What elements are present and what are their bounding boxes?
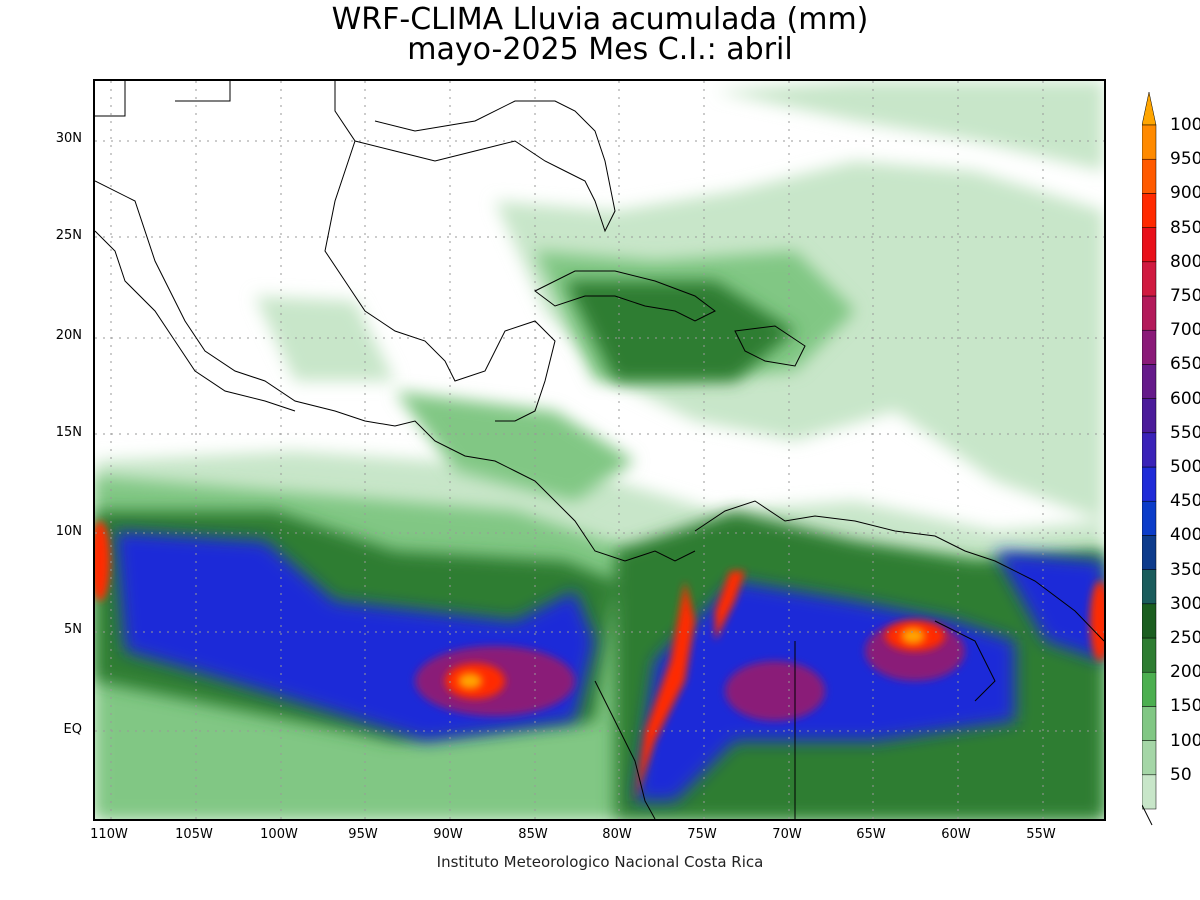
map-subtitle: mayo-2025 Mes C.I.: abril: [407, 32, 793, 67]
coastlines: [95, 81, 1104, 819]
colorbar-box: [1142, 706, 1157, 741]
colorbar-arrow: [1142, 91, 1157, 126]
colorbar-box: [1142, 500, 1157, 536]
colorbar-box: [1142, 158, 1157, 194]
colorbar-label: 350: [1170, 559, 1200, 580]
colorbar-label: 1000: [1170, 115, 1200, 135]
lat-label-5n: 5N: [64, 622, 82, 637]
colorbar-label: 150: [1170, 696, 1200, 717]
institution-credit: Instituto Meteorologico Nacional Costa R…: [436, 853, 764, 871]
lon-label-85w: 85W: [518, 827, 548, 842]
map-canvas: [95, 81, 1104, 819]
colorbar-box: [1142, 569, 1157, 605]
colorbar-box: [1142, 193, 1157, 228]
colorbar-label: 750: [1170, 286, 1200, 306]
lat-label-20n: 20N: [55, 328, 82, 343]
colorbar-boxes: [1142, 91, 1157, 810]
colorbar-label: 300: [1170, 593, 1200, 614]
lat-lon-grid: [95, 81, 1104, 819]
lat-label-30n: 30N: [55, 131, 82, 146]
colorbar-label: 700: [1170, 320, 1200, 341]
lon-label-60w: 60W: [941, 827, 971, 842]
precipitation-map: [93, 79, 1106, 821]
colorbar-box: [1142, 295, 1157, 331]
lon-label-110w: 110W: [90, 827, 128, 842]
lat-label-15n: 15N: [55, 425, 82, 440]
lon-label-70w: 70W: [772, 827, 802, 842]
colorbar-label: 900: [1170, 183, 1200, 204]
lon-label-80w: 80W: [602, 827, 632, 842]
colorbar: [1142, 91, 1157, 826]
lon-label-65w: 65W: [856, 827, 886, 842]
lon-label-100w: 100W: [260, 827, 298, 842]
colorbar-box: [1142, 603, 1157, 639]
colorbar-box: [1142, 432, 1157, 468]
colorbar-box: [1142, 227, 1157, 263]
colorbar-label: 100: [1170, 730, 1200, 751]
colorbar-box: [1142, 124, 1157, 160]
colorbar-label: 550: [1170, 422, 1200, 443]
colorbar-label: 950: [1170, 149, 1200, 170]
colorbar-label: 500: [1170, 457, 1200, 477]
colorbar-label: 800: [1170, 251, 1200, 272]
colorbar-label: 650: [1170, 354, 1200, 375]
colorbar-label: 50: [1170, 764, 1192, 785]
colorbar-label: 250: [1170, 628, 1200, 648]
colorbar-box: [1142, 398, 1157, 434]
colorbar-box: [1142, 364, 1157, 399]
colorbar-label: 850: [1170, 217, 1200, 238]
colorbar-bottom-tip: [1142, 804, 1153, 826]
colorbar-box: [1142, 740, 1157, 776]
lat-label-25n: 25N: [55, 228, 82, 243]
map-title: WRF-CLIMA Lluvia acumulada (mm): [331, 2, 869, 37]
colorbar-box: [1142, 671, 1157, 707]
colorbar-box: [1142, 261, 1157, 297]
lat-label-10n: 10N: [55, 524, 82, 539]
lon-label-75w: 75W: [687, 827, 717, 842]
colorbar-label: 200: [1170, 662, 1200, 683]
colorbar-label: 600: [1170, 388, 1200, 409]
lon-label-105w: 105W: [175, 827, 213, 842]
lon-label-95w: 95W: [348, 827, 378, 842]
colorbar-label: 450: [1170, 491, 1200, 512]
colorbar-label: 400: [1170, 525, 1200, 546]
lon-label-90w: 90W: [433, 827, 463, 842]
lat-label-eq: EQ: [63, 722, 82, 737]
colorbar-box: [1142, 774, 1157, 810]
lon-label-55w: 55W: [1026, 827, 1056, 842]
colorbar-box: [1142, 637, 1157, 673]
colorbar-box: [1142, 466, 1157, 502]
colorbar-box: [1142, 535, 1157, 570]
colorbar-box: [1142, 329, 1157, 365]
